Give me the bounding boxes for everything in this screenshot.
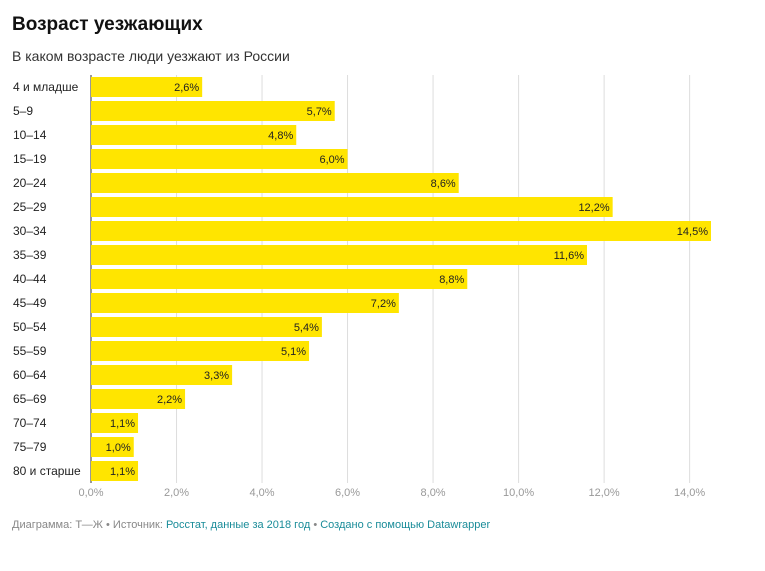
category-label: 55–59 <box>13 344 47 358</box>
value-label: 5,7% <box>307 106 332 118</box>
footer: Диаграмма: Т—Ж • Источник: Росстат, данн… <box>12 519 490 531</box>
bar <box>91 101 335 121</box>
bar <box>91 365 233 385</box>
value-label: 5,1% <box>281 346 306 358</box>
x-tick-label: 2,0% <box>164 487 189 499</box>
value-label: 11,6% <box>554 250 585 262</box>
bar <box>91 221 711 241</box>
x-tick-label: 10,0% <box>503 487 534 499</box>
category-label: 5–9 <box>13 104 33 118</box>
value-label: 1,1% <box>110 466 135 478</box>
value-label: 4,8% <box>268 130 293 142</box>
label-layer: 4 и младше 2,6% 5–9 5,7% 10–14 4,8% 15–19 6,0% 2… <box>13 80 708 478</box>
bar <box>91 317 322 337</box>
value-label: 1,1% <box>110 418 135 430</box>
bar <box>91 389 186 409</box>
category-label: 80 и старше <box>13 464 81 478</box>
category-label: 40–44 <box>13 272 47 286</box>
value-label: 7,2% <box>371 298 396 310</box>
bar <box>91 125 297 145</box>
category-label: 25–29 <box>13 200 47 214</box>
category-label: 15–19 <box>13 152 47 166</box>
category-label: 35–39 <box>13 248 47 262</box>
value-label: 6,0% <box>319 154 344 166</box>
category-label: 60–64 <box>13 368 47 382</box>
bar <box>91 413 139 433</box>
value-label: 2,6% <box>174 82 199 94</box>
value-label: 14,5% <box>677 226 708 238</box>
x-axis-ticks: 0,0% 2,0% 4,0% 6,0% 8,0% 10,0% 12,0% 14,0% <box>78 487 705 499</box>
category-label: 10–14 <box>13 128 47 142</box>
bar <box>91 461 139 481</box>
x-tick-label: 8,0% <box>421 487 446 499</box>
bar <box>91 293 399 313</box>
value-label: 8,8% <box>439 274 464 286</box>
value-label: 8,6% <box>431 178 456 190</box>
category-label: 50–54 <box>13 320 47 334</box>
value-label: 3,3% <box>204 370 229 382</box>
bar-layer <box>91 77 711 481</box>
value-label: 1,0% <box>106 442 131 454</box>
x-tick-label: 14,0% <box>674 487 705 499</box>
footer-prefix: Диаграмма: Т—Ж • Источник: <box>12 519 166 531</box>
bar <box>91 341 310 361</box>
bar <box>91 437 134 457</box>
x-tick-label: 6,0% <box>335 487 360 499</box>
x-tick-label: 12,0% <box>589 487 620 499</box>
bar <box>91 269 468 289</box>
bar <box>91 77 203 97</box>
value-label: 12,2% <box>578 202 609 214</box>
category-label: 65–69 <box>13 392 47 406</box>
source-link[interactable]: Росстат, данные за 2018 год <box>165 519 311 531</box>
chart-title: Возраст уезжающих <box>12 14 203 35</box>
category-label: 4 и младше <box>13 80 79 94</box>
value-label: 2,2% <box>157 394 182 406</box>
x-tick-label: 0,0% <box>78 487 103 499</box>
value-label: 5,4% <box>294 322 319 334</box>
category-label: 20–24 <box>13 176 47 190</box>
x-tick-label: 4,0% <box>249 487 274 499</box>
bar <box>91 245 587 265</box>
footer-separator: • <box>310 519 321 531</box>
bar <box>91 149 348 169</box>
category-label: 75–79 <box>13 440 47 454</box>
category-label: 70–74 <box>13 416 47 430</box>
bar <box>91 173 459 193</box>
category-label: 30–34 <box>13 224 47 238</box>
bar <box>91 197 613 217</box>
chart-subtitle: В каком возрасте люди уезжают из России <box>12 48 290 64</box>
datawrapper-credit-link[interactable]: Создано с помощью Datawrapper <box>320 519 491 531</box>
category-label: 45–49 <box>13 296 47 310</box>
